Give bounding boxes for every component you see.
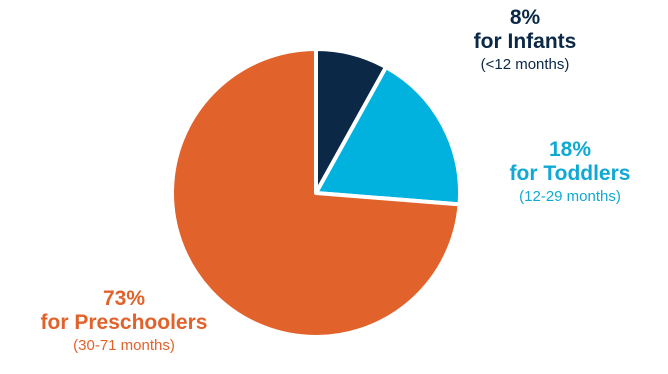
label-toddlers: 18% for Toddlers (12-29 months) (480, 138, 660, 206)
toddlers-age-range: (12-29 months) (519, 188, 621, 206)
toddlers-percent: 18% (548, 138, 592, 161)
infants-name: for Infants (473, 30, 577, 54)
toddlers-name: for Toddlers (509, 162, 631, 186)
pie-slice-toddlers (314, 65, 462, 207)
preschoolers-age-range: (30-71 months) (73, 337, 175, 355)
label-infants: 8% for Infants (<12 months) (450, 6, 600, 74)
pie-slice-preschool (170, 47, 462, 339)
preschoolers-name: for Preschoolers (40, 311, 208, 335)
label-preschoolers: 73% for Preschoolers (30-71 months) (0, 287, 248, 355)
preschoolers-percent: 73% (102, 287, 146, 310)
infants-age-range: (<12 months) (480, 56, 570, 74)
infants-percent: 8% (509, 6, 541, 29)
